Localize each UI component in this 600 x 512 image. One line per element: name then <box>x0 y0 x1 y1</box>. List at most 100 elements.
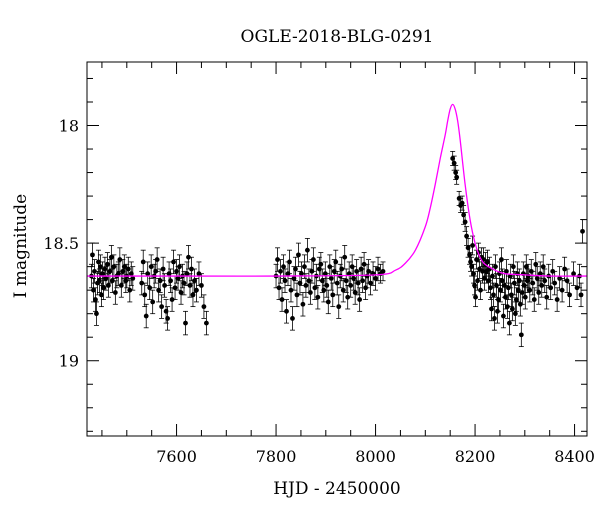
data-point <box>559 278 565 303</box>
data-point <box>154 247 160 272</box>
point-marker <box>187 283 193 288</box>
data-point <box>488 296 494 322</box>
point-marker <box>293 266 298 272</box>
point-marker <box>330 292 336 298</box>
data-point <box>160 256 166 282</box>
data-point <box>324 273 330 298</box>
point-marker <box>165 315 170 321</box>
point-marker <box>334 280 340 286</box>
data-point <box>115 261 121 286</box>
x-tick-label: 8200 <box>455 447 496 466</box>
point-marker <box>506 320 512 326</box>
point-marker <box>304 247 310 253</box>
data-point <box>472 275 478 296</box>
data-point <box>490 282 496 308</box>
point-marker <box>201 304 207 310</box>
data-point <box>509 296 515 322</box>
data-point <box>473 287 479 308</box>
point-marker <box>540 264 546 270</box>
point-marker <box>325 299 331 305</box>
point-marker <box>500 278 505 284</box>
point-marker <box>373 276 378 281</box>
data-point <box>304 238 310 263</box>
point-marker <box>109 278 115 284</box>
data-point <box>112 280 118 305</box>
data-point <box>148 254 154 279</box>
point-marker <box>459 200 465 206</box>
data-point <box>162 273 168 298</box>
point-marker <box>300 301 306 307</box>
data-point <box>343 268 349 293</box>
data-point <box>345 285 351 310</box>
point-marker <box>491 292 496 298</box>
point-marker <box>471 271 476 277</box>
data-point <box>508 282 514 308</box>
data-point <box>493 273 499 298</box>
point-marker <box>169 297 175 302</box>
data-point <box>303 273 309 298</box>
point-marker <box>125 266 131 272</box>
data-point <box>567 282 573 308</box>
point-marker <box>340 287 346 293</box>
point-marker <box>315 294 321 300</box>
point-marker <box>183 320 188 326</box>
chart-title: OGLE-2018-BLG-0291 <box>241 27 434 47</box>
data-point <box>117 247 123 272</box>
point-marker <box>310 257 316 262</box>
data-point <box>375 256 381 282</box>
data-point <box>315 285 321 310</box>
point-marker <box>177 264 182 270</box>
y-tick-label: 18 <box>59 117 79 136</box>
data-point <box>140 249 146 275</box>
point-marker <box>351 276 357 281</box>
data-point <box>183 310 189 336</box>
data-point <box>540 254 546 279</box>
point-marker <box>159 304 165 310</box>
point-marker <box>145 271 151 277</box>
point-marker <box>524 278 530 284</box>
data-point <box>500 303 506 329</box>
data-point <box>279 287 285 312</box>
point-marker <box>490 273 495 279</box>
data-point <box>169 287 175 312</box>
data-point <box>534 266 540 291</box>
point-marker <box>97 278 102 284</box>
point-marker <box>485 259 490 265</box>
data-point <box>489 263 495 289</box>
point-marker <box>333 259 339 265</box>
data-point <box>286 249 292 275</box>
point-marker <box>282 278 288 284</box>
data-point <box>157 268 163 293</box>
point-marker <box>473 294 478 300</box>
point-marker <box>472 283 477 288</box>
point-marker <box>278 268 283 274</box>
point-marker <box>194 287 199 293</box>
point-marker <box>140 259 146 265</box>
point-marker <box>539 283 545 288</box>
data-point <box>380 261 386 282</box>
axis-ticks <box>87 62 587 436</box>
point-marker <box>192 278 197 284</box>
data-point <box>554 287 560 312</box>
data-points <box>88 150 586 348</box>
point-marker <box>509 306 515 312</box>
data-point <box>143 303 149 329</box>
data-point <box>536 280 542 305</box>
point-marker <box>493 264 498 270</box>
point-marker <box>328 276 334 281</box>
point-marker <box>571 271 576 277</box>
data-point <box>105 273 111 298</box>
point-marker <box>468 259 473 265</box>
data-point <box>125 256 131 282</box>
data-point <box>578 282 584 308</box>
point-marker <box>474 257 479 262</box>
point-marker <box>275 257 280 262</box>
point-marker <box>118 283 124 288</box>
point-marker <box>307 290 313 295</box>
point-marker <box>451 160 457 166</box>
point-marker <box>552 280 558 286</box>
data-point <box>111 254 117 279</box>
point-marker <box>454 174 460 180</box>
point-marker <box>504 268 509 274</box>
point-marker <box>345 294 351 300</box>
